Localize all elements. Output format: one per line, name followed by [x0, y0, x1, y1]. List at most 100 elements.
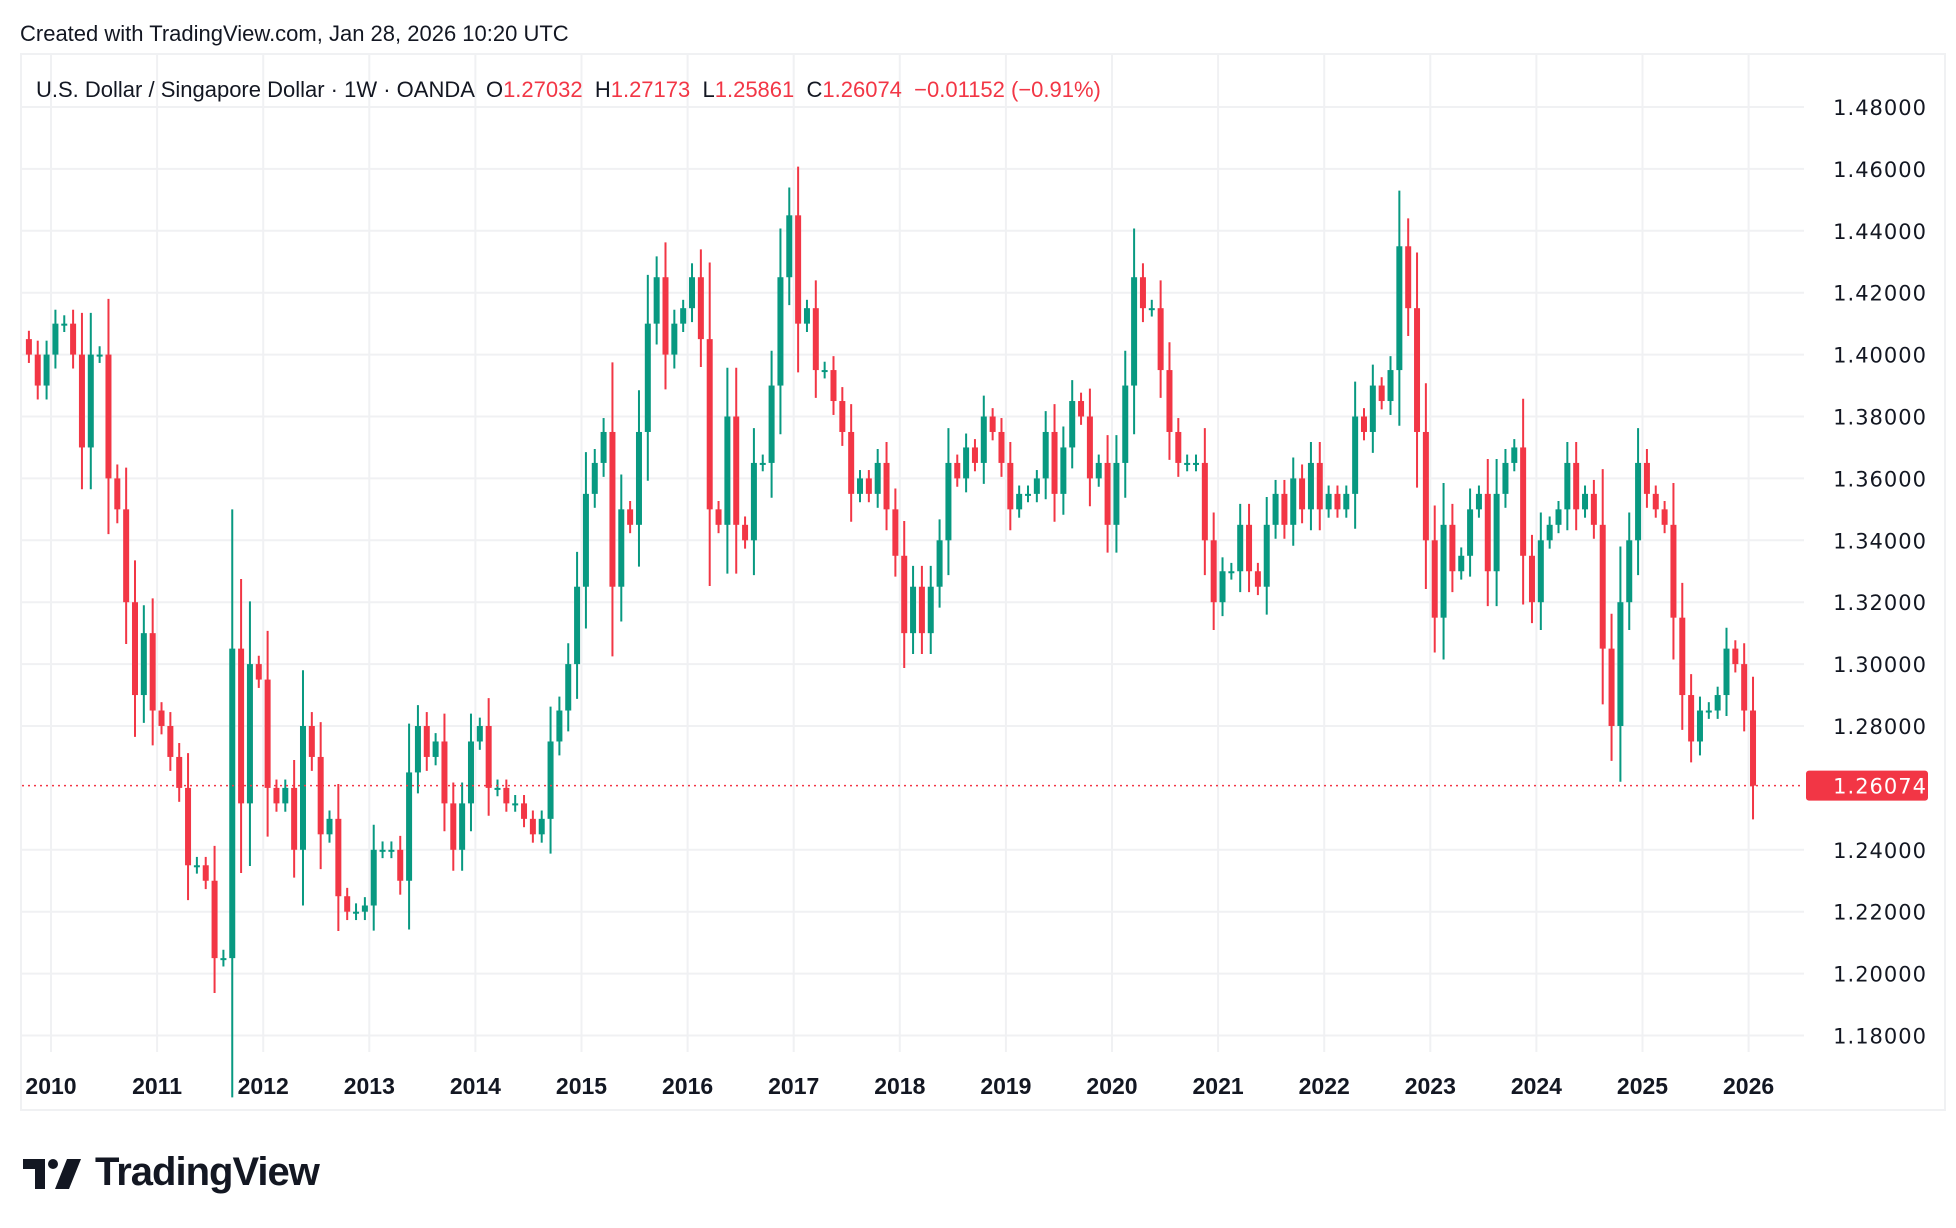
low-value: 1.25861 — [714, 77, 795, 102]
candle-down — [1086, 416, 1093, 479]
tradingview-logo-icon — [23, 1158, 81, 1189]
candle-up — [282, 787, 289, 804]
candle-down — [998, 431, 1005, 463]
candle-down — [892, 509, 899, 556]
year-tick-label: 2024 — [1511, 1073, 1562, 1099]
candle-up — [1148, 308, 1155, 311]
candle-down — [131, 602, 138, 696]
candle-down — [34, 354, 41, 386]
candle-up — [1113, 462, 1120, 525]
candle-up — [556, 710, 563, 742]
candle-up — [759, 462, 766, 465]
candle-up — [406, 772, 413, 881]
candle-up — [1228, 571, 1235, 574]
candle-up — [1307, 462, 1314, 510]
candle-up — [821, 370, 828, 373]
candle-up — [1131, 277, 1138, 386]
candle-down — [848, 431, 855, 494]
candle-up — [220, 958, 227, 961]
candle-down — [1679, 617, 1686, 696]
candle-up — [1564, 462, 1571, 510]
candle-down — [397, 849, 404, 881]
open-value: 1.27032 — [503, 77, 583, 102]
candle-up — [680, 308, 687, 324]
candle-down — [521, 803, 528, 819]
price-tick-label: 1.48000 — [1833, 96, 1927, 120]
candle-down — [211, 880, 218, 959]
candle-down — [954, 462, 961, 479]
candle-up — [1069, 401, 1076, 448]
candle-up — [945, 462, 952, 541]
candle-down — [883, 462, 890, 510]
low-label: L — [702, 77, 715, 102]
candle-down — [1007, 462, 1014, 510]
candle-up — [246, 664, 253, 804]
candle-up — [361, 905, 368, 912]
candle-down — [308, 726, 315, 757]
candle-up — [1033, 478, 1040, 494]
candle-down — [1590, 493, 1597, 525]
candle-down — [627, 509, 634, 525]
candle-up — [857, 478, 864, 494]
candle-down — [185, 787, 192, 866]
candle-up — [671, 323, 678, 355]
candle-up — [1184, 462, 1191, 465]
candle-down — [344, 896, 351, 912]
candle-down — [839, 401, 846, 432]
price-tick-label: 1.36000 — [1833, 467, 1927, 491]
candle-up — [1290, 478, 1297, 525]
candle-down — [167, 726, 174, 757]
candle-up — [574, 586, 581, 665]
tradingview-logo[interactable]: TradingView — [23, 1150, 320, 1195]
candle-down — [1520, 447, 1527, 556]
candle-up — [786, 215, 793, 278]
candle-down — [1157, 308, 1164, 371]
created-with-caption: Created with TradingView.com, Jan 28, 20… — [20, 21, 569, 46]
candle-down — [697, 277, 704, 340]
candle-down — [158, 710, 165, 726]
candle-down — [485, 726, 492, 788]
candle-up — [538, 818, 545, 835]
price-tick-label: 1.34000 — [1833, 529, 1927, 553]
candle-up — [1502, 462, 1509, 494]
candle-down — [1573, 462, 1580, 510]
close-value: 1.26074 — [822, 77, 902, 102]
candle-down — [1484, 493, 1491, 572]
candle-down — [202, 865, 209, 881]
candle-up — [326, 818, 333, 835]
candle-up — [1192, 462, 1199, 465]
candle-down — [123, 509, 130, 603]
candle-up — [1272, 493, 1279, 525]
candle-down — [733, 416, 740, 525]
candle-up — [1635, 462, 1642, 541]
candle-down — [264, 679, 271, 788]
candle-down — [706, 339, 713, 510]
candle-up — [61, 323, 68, 326]
high-label: H — [594, 77, 611, 102]
price-tick-label: 1.18000 — [1833, 1025, 1927, 1049]
candle-down — [1732, 648, 1739, 665]
candle-down — [1104, 462, 1111, 525]
candle-up — [353, 911, 360, 914]
candle-down — [1051, 431, 1058, 494]
candle-down — [1405, 246, 1412, 309]
candle-down — [1281, 493, 1288, 525]
candle-down — [830, 370, 837, 402]
candle-up — [618, 509, 625, 587]
candle-down — [1254, 571, 1261, 587]
candle-down — [918, 586, 925, 634]
candle-down — [238, 648, 245, 804]
year-tick-label: 2013 — [344, 1073, 395, 1099]
candle-up — [635, 431, 642, 525]
price-tick-label: 1.32000 — [1833, 591, 1927, 615]
high-value: 1.27173 — [610, 77, 691, 102]
price-tick-label: 1.20000 — [1833, 963, 1927, 987]
candle-down — [529, 818, 536, 835]
candle-down — [1201, 462, 1208, 541]
price-tick-label: 1.22000 — [1833, 901, 1927, 925]
candle-up — [1122, 385, 1129, 463]
candle-up — [229, 648, 236, 959]
candle-down — [742, 524, 749, 541]
candle-up — [582, 493, 589, 587]
